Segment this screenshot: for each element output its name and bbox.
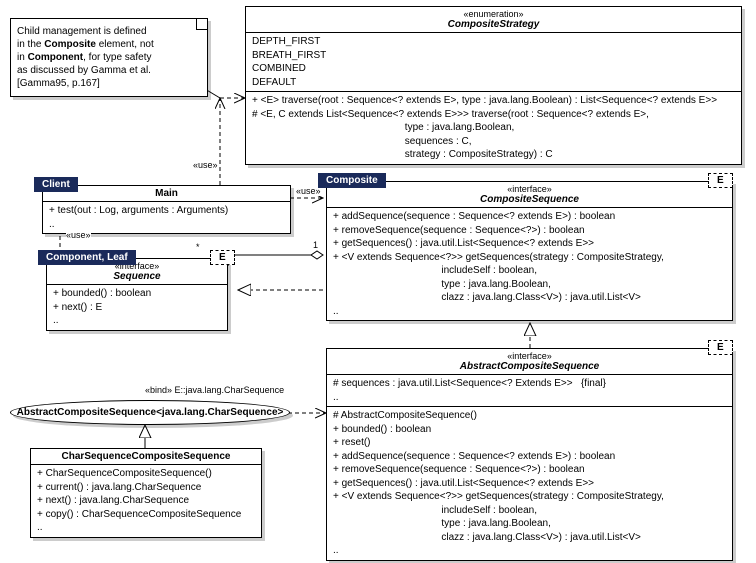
design-note: Child management is definedin the Compos…	[10, 18, 208, 97]
use-label-3: «use»	[66, 230, 91, 240]
type-param-e-abs: E	[708, 340, 733, 355]
header: CharSequenceCompositeSequence	[31, 449, 261, 465]
class-charsequence-composite: CharSequenceCompositeSequence + CharSequ…	[30, 448, 262, 538]
class-composite-strategy: «enumeration» CompositeStrategy DEPTH_FI…	[245, 6, 742, 165]
header: Main	[43, 186, 290, 202]
mult-star: *	[196, 242, 200, 252]
mult-one: 1	[313, 240, 318, 250]
use-label-2: «use»	[296, 186, 321, 196]
header: «enumeration» CompositeStrategy	[246, 7, 741, 33]
type-param-e-comp: E	[708, 173, 733, 188]
class-sequence: «interface» Sequence + bounded() : boole…	[46, 258, 228, 331]
operations: # AbstractCompositeSequence() + bounded(…	[327, 407, 732, 560]
operations: + bounded() : boolean + next() : E ..	[47, 285, 227, 330]
type-param-e: E	[210, 250, 235, 265]
operations: + addSequence(sequence : Sequence<? exte…	[327, 208, 732, 320]
class-abstract-composite-sequence: «interface» AbstractCompositeSequence # …	[326, 348, 733, 561]
literals: DEPTH_FIRST BREATH_FIRST COMBINED DEFAUL…	[246, 33, 741, 92]
bound-type-ellipse: AbstractCompositeSequence<java.lang.Char…	[10, 400, 290, 425]
operations: + CharSequenceCompositeSequence() + curr…	[31, 465, 261, 537]
operations: + test(out : Log, arguments : Arguments)…	[43, 202, 290, 233]
header: «interface» CompositeSequence	[327, 182, 732, 208]
operations: + <E> traverse(root : Sequence<? extends…	[246, 92, 741, 164]
tag-component-leaf: Component, Leaf	[38, 250, 136, 265]
class-composite-sequence: «interface» CompositeSequence + addSeque…	[326, 181, 733, 321]
tag-composite: Composite	[318, 173, 386, 188]
use-label-1: «use»	[193, 160, 218, 170]
tag-client: Client	[34, 177, 78, 192]
note-line: Child management is definedin the Compos…	[17, 26, 154, 89]
bind-label: «bind» E::java.lang.CharSequence	[145, 385, 284, 395]
attributes: # sequences : java.util.List<Sequence<? …	[327, 375, 732, 407]
header: «interface» AbstractCompositeSequence	[327, 349, 732, 375]
class-main: Main + test(out : Log, arguments : Argum…	[42, 185, 291, 234]
